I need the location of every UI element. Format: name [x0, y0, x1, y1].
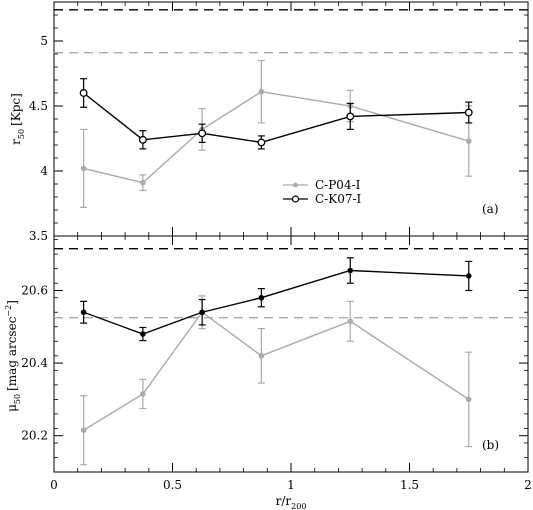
bottom-series-c-k07-i-point — [465, 273, 472, 279]
top-series-c-k07-i-point — [346, 112, 355, 121]
bottom-series-group — [80, 257, 473, 466]
bottom-series-c-k07-i-line — [83, 269, 469, 335]
top-series-c-p04-i-point — [80, 165, 87, 172]
legend-marker-c-p04-i — [293, 182, 298, 188]
top-series-c-p04-i-point — [258, 88, 265, 95]
bottom-y-axis-label: μ50[mag arcsec−2] — [4, 300, 22, 412]
top-series-c-k07-i-point — [138, 135, 147, 144]
top-y-tick-label-1: 4 — [40, 164, 48, 178]
bottom-series-c-k07-i-point — [347, 267, 354, 274]
x-tick-label-3: 1.5 — [400, 478, 419, 492]
bottom-y-tick-label-2: 20.6 — [21, 283, 48, 297]
legend-label-c-p04-i: C-P04-I — [315, 178, 361, 192]
top-panel: 3.5 4 4.5 5 C-P04-I C-K07-I (a) r50[Kpc] — [9, 1, 529, 243]
bottom-panel: 20.2 20.4 20.6 0 0.5 1 1.5 2 (b) μ50[mag arcsec… — [4, 235, 532, 510]
top-series-c-k07-i-point — [257, 138, 266, 147]
top-series-group — [79, 59, 473, 208]
legend: C-P04-I C-K07-I — [283, 178, 362, 206]
top-reference-lines — [54, 9, 528, 54]
top-y-axis-label: r50[Kpc] — [9, 93, 26, 145]
x-tick-label-0: 0 — [50, 478, 58, 492]
top-series-c-k07-i-line — [83, 92, 469, 144]
bottom-reference-lines — [54, 248, 528, 319]
bottom-y-tick-label-0: 20.2 — [21, 429, 48, 443]
top-series-c-k07-i-point — [464, 108, 473, 117]
bottom-series-c-k07-i-point — [199, 309, 205, 316]
top-series-c-p04-i-point — [140, 179, 146, 186]
x-tick-label-1: 0.5 — [163, 478, 182, 492]
top-series-c-k07-i-point — [198, 129, 207, 138]
top-y-tick-label-2: 4.5 — [29, 99, 48, 113]
bottom-series-c-p04-i-point — [140, 391, 146, 397]
legend-marker-c-k07-i — [291, 195, 300, 203]
bottom-series-c-p04-i-point — [80, 427, 87, 434]
bottom-series-c-k07-i-point — [140, 331, 146, 337]
bottom-series-c-k07-i-point — [80, 309, 87, 316]
x-tick-label-4: 2 — [524, 478, 532, 492]
top-panel-label: (a) — [482, 202, 499, 216]
x-axis-label: r/r200 — [276, 494, 307, 510]
top-series-c-k07-i-point — [79, 89, 88, 97]
top-y-tick-label-0: 3.5 — [29, 229, 48, 243]
bottom-panel-label: (b) — [482, 438, 499, 452]
top-series-c-p04-i-point — [465, 138, 472, 144]
x-tick-label-2: 1 — [287, 478, 295, 492]
bottom-series-c-p04-i-point — [465, 396, 472, 403]
bottom-series-c-p04-i-point — [347, 318, 354, 325]
bottom-axis-ticks: 20.2 20.4 20.6 0 0.5 1 1.5 2 — [21, 236, 532, 492]
bottom-y-tick-label-1: 20.4 — [21, 356, 48, 370]
top-axis-ticks: 3.5 4 4.5 5 — [29, 1, 529, 243]
legend-label-c-k07-i: C-K07-I — [315, 192, 362, 206]
bottom-series-c-k07-i-point — [258, 294, 265, 301]
bottom-series-c-p04-i-point — [258, 353, 265, 359]
top-series-c-p04-i-line — [83, 90, 469, 184]
top-y-tick-label-3: 5 — [40, 34, 48, 48]
top-panel-frame — [53, 1, 529, 237]
bottom-panel-frame — [53, 235, 529, 473]
bottom-series-c-p04-i-line — [83, 311, 470, 431]
